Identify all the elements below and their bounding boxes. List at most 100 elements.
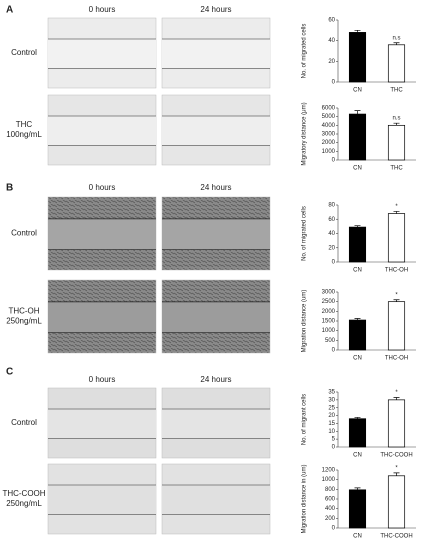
row-label: THC xyxy=(16,120,33,129)
time-label: 0 hours xyxy=(89,183,116,192)
time-label: 0 hours xyxy=(89,375,116,384)
y-tick-label: 800 xyxy=(325,487,336,493)
y-tick-label: 0 xyxy=(332,526,336,532)
wound-area xyxy=(162,218,270,250)
error-bar xyxy=(393,122,400,126)
y-tick-label: 6000 xyxy=(322,106,336,112)
y-tick-label: 0 xyxy=(332,445,336,451)
wound-area xyxy=(162,301,270,333)
x-tick-label: CN xyxy=(353,88,362,94)
y-tick-label: 80 xyxy=(328,203,335,209)
row-label: 250ng/mL xyxy=(6,317,42,326)
row-label: Control xyxy=(11,418,37,427)
row-label: Control xyxy=(11,229,37,238)
y-tick-label: 25 xyxy=(328,405,335,411)
error-bar xyxy=(354,417,361,419)
wound-area xyxy=(48,485,156,515)
x-tick-label: CN xyxy=(353,268,362,274)
panel-letter: C xyxy=(6,367,13,378)
x-tick-label: THC-COOH xyxy=(380,453,412,459)
y-axis-label: No. of migrated cells xyxy=(302,24,308,79)
row-label: 100ng/mL xyxy=(6,130,42,139)
row-label: THC-OH xyxy=(8,307,39,316)
y-tick-label: 1000 xyxy=(322,328,336,334)
y-axis-label: Migratory distance (μm) xyxy=(302,102,308,165)
x-tick-label: CN xyxy=(353,166,362,172)
x-tick-label: THC xyxy=(390,88,403,94)
y-tick-label: 1500 xyxy=(322,319,336,325)
row-label: Control xyxy=(11,48,37,57)
y-tick-label: 40 xyxy=(328,231,335,237)
wound-area xyxy=(162,485,270,515)
row-label: THC-COOH xyxy=(2,489,45,498)
y-tick-label: 200 xyxy=(325,516,336,522)
wound-area xyxy=(48,409,156,439)
time-label: 0 hours xyxy=(89,5,116,14)
wound-area xyxy=(48,301,156,333)
y-tick-label: 20 xyxy=(328,59,335,65)
x-tick-label: CN xyxy=(353,534,362,540)
y-tick-label: 40 xyxy=(328,38,335,44)
y-tick-label: 0 xyxy=(332,260,336,266)
y-tick-label: 2000 xyxy=(322,309,336,315)
error-bar xyxy=(354,29,361,33)
bar xyxy=(387,213,406,263)
y-tick-label: 500 xyxy=(325,338,336,344)
error-bar xyxy=(393,299,400,302)
time-label: 24 hours xyxy=(200,183,231,192)
x-tick-label: THC-OH xyxy=(385,268,408,274)
bar xyxy=(348,32,367,83)
row-label: 250ng/mL xyxy=(6,499,42,508)
error-bar xyxy=(393,472,400,476)
x-tick-label: THC xyxy=(390,166,403,172)
y-tick-label: 600 xyxy=(325,497,336,503)
bar xyxy=(387,124,406,161)
bar xyxy=(387,475,406,529)
y-tick-label: 10 xyxy=(328,429,335,435)
y-tick-label: 2500 xyxy=(322,299,336,305)
x-tick-label: THC-COOH xyxy=(380,534,412,540)
y-tick-label: 0 xyxy=(332,348,336,354)
y-axis-label: Migration distance in (um) xyxy=(302,464,308,533)
bar xyxy=(387,44,406,83)
y-tick-label: 4000 xyxy=(322,123,336,129)
wound-area xyxy=(48,116,156,146)
significance-label: * xyxy=(395,465,398,471)
bar xyxy=(348,489,367,529)
significance-label: * xyxy=(395,390,398,396)
error-bar xyxy=(354,487,361,490)
bar xyxy=(348,319,367,351)
time-label: 24 hours xyxy=(200,375,231,384)
y-tick-label: 60 xyxy=(328,217,335,223)
y-tick-label: 1000 xyxy=(322,477,336,483)
bar xyxy=(348,113,367,161)
y-tick-label: 0 xyxy=(332,80,336,86)
time-label: 24 hours xyxy=(200,5,231,14)
y-tick-label: 20 xyxy=(328,245,335,251)
x-tick-label: THC-OH xyxy=(385,356,408,362)
x-tick-label: CN xyxy=(353,356,362,362)
error-bar xyxy=(393,397,400,400)
y-tick-label: 60 xyxy=(328,18,335,24)
wound-area xyxy=(162,39,270,69)
wound-area xyxy=(48,218,156,250)
error-bar xyxy=(354,110,361,115)
panel-letter: B xyxy=(6,183,13,194)
error-bar xyxy=(354,225,361,228)
significance-label: * xyxy=(395,292,398,298)
wound-area xyxy=(162,409,270,439)
y-tick-label: 30 xyxy=(328,397,335,403)
y-tick-label: 20 xyxy=(328,413,335,419)
bar xyxy=(387,301,406,351)
wound-area xyxy=(162,116,270,146)
y-tick-label: 400 xyxy=(325,506,336,512)
error-bar xyxy=(354,318,361,321)
error-bar xyxy=(393,42,400,45)
y-tick-label: 35 xyxy=(328,390,335,396)
y-axis-label: No. of migrated cells xyxy=(302,206,308,261)
panel-letter: A xyxy=(6,5,13,16)
y-tick-label: 15 xyxy=(328,421,335,427)
y-axis-label: No. of migrant cells xyxy=(302,394,308,445)
significance-label: * xyxy=(395,204,398,210)
